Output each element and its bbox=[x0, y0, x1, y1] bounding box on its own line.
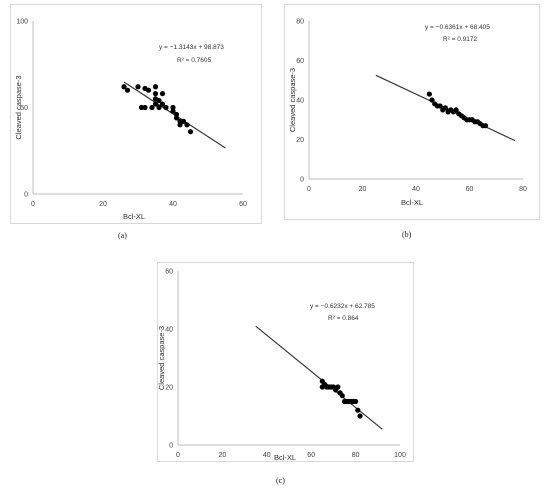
regression-equation: y = −1.3143x + 98.873 bbox=[159, 44, 224, 51]
y-axis-label: Cleaved caspase-3 bbox=[14, 75, 23, 139]
x-tick-label: 20 bbox=[219, 452, 227, 459]
x-axis-label: Bcl-XL bbox=[123, 212, 145, 221]
x-axis-label: Bcl-XL bbox=[401, 198, 423, 207]
y-tick-label: 0 bbox=[300, 177, 304, 184]
data-point bbox=[453, 107, 459, 113]
x-tick-label: 60 bbox=[307, 452, 315, 459]
data-point bbox=[121, 84, 127, 90]
y-tick-label: 60 bbox=[165, 269, 173, 276]
data-point bbox=[357, 413, 363, 419]
data-point bbox=[163, 104, 169, 111]
r-squared-label: R² = 0.9172 bbox=[443, 36, 478, 43]
data-point bbox=[159, 91, 166, 97]
data-point bbox=[353, 398, 359, 405]
x-tick-label: 0 bbox=[176, 452, 180, 459]
data-point bbox=[335, 384, 341, 390]
x-axis-label: Bcl-XL bbox=[274, 453, 296, 462]
data-point bbox=[187, 129, 194, 135]
x-tick-label: 20 bbox=[359, 186, 367, 193]
data-point bbox=[156, 97, 162, 104]
y-tick-label: 100 bbox=[16, 19, 28, 26]
y-tick-label: 20 bbox=[165, 385, 173, 392]
y-tick-label: 60 bbox=[296, 58, 304, 65]
data-point bbox=[442, 105, 449, 111]
data-point bbox=[124, 87, 131, 93]
y-tick-label: 50 bbox=[20, 105, 28, 112]
scatter-plot-c: 0 20 40 60 80 100 0 20 40 60 Bcl-XL Cleaved caspase… bbox=[157, 269, 406, 463]
data-point bbox=[159, 101, 166, 107]
data-point bbox=[145, 87, 152, 93]
data-point bbox=[429, 97, 435, 103]
data-point bbox=[152, 91, 159, 97]
chart-panel-b: 0 20 40 60 80 0 20 40 60 80 Bcl-XL Cleaved caspase-… bbox=[284, 4, 540, 220]
regression-equation: y = −0.6361x + 68.405 bbox=[425, 24, 490, 31]
scatter-plot-b: 0 20 40 60 80 0 20 40 60 80 Bcl-XL Cleaved caspase-… bbox=[288, 19, 527, 208]
x-tick-label: 80 bbox=[352, 452, 360, 459]
trendline bbox=[255, 325, 383, 430]
y-tick-label: 0 bbox=[24, 192, 28, 199]
data-point bbox=[156, 104, 162, 111]
x-tick-label: 0 bbox=[31, 201, 35, 208]
panel-caption-b: (b) bbox=[402, 230, 412, 239]
chart-panel-c: 0 20 40 60 80 100 0 20 40 60 Bcl-XL Cleaved caspase… bbox=[157, 262, 414, 462]
data-point bbox=[482, 123, 489, 129]
data-point bbox=[135, 84, 141, 90]
y-tick-label: 20 bbox=[296, 137, 304, 144]
x-tick-label: 100 bbox=[394, 452, 406, 459]
regression-equation: y = −0.6232x + 62.785 bbox=[310, 303, 375, 310]
data-point bbox=[355, 407, 361, 413]
data-point bbox=[426, 91, 432, 97]
data-point bbox=[177, 122, 183, 128]
data-point bbox=[173, 111, 180, 118]
chart-panel-a: 0 20 40 60 0 50 100 Bcl-XL Cleaved caspase-3 y = … bbox=[10, 4, 262, 224]
data-point bbox=[152, 101, 159, 107]
data-point bbox=[184, 122, 190, 128]
y-tick-label: 40 bbox=[296, 98, 304, 105]
data-point bbox=[149, 104, 155, 111]
data-point bbox=[180, 118, 187, 124]
data-point bbox=[142, 104, 148, 111]
r-squared-label: R² = 0.7605 bbox=[177, 57, 212, 64]
x-tick-label: 40 bbox=[412, 186, 420, 193]
y-tick-label: 0 bbox=[169, 443, 173, 450]
x-tick-label: 20 bbox=[99, 201, 107, 208]
x-tick-label: 80 bbox=[519, 186, 527, 193]
data-point bbox=[437, 103, 443, 109]
x-tick-label: 40 bbox=[263, 452, 271, 459]
r-squared-label: R² = 0.864 bbox=[328, 315, 359, 322]
x-tick-label: 60 bbox=[239, 201, 247, 208]
data-point bbox=[339, 393, 345, 399]
x-tick-label: 40 bbox=[169, 201, 177, 208]
panel-caption-a: (a) bbox=[118, 231, 127, 240]
y-tick-label: 40 bbox=[165, 327, 173, 334]
y-axis-label: Cleaved caspase-3 bbox=[288, 68, 297, 132]
data-point bbox=[152, 84, 159, 90]
x-tick-label: 60 bbox=[466, 186, 474, 193]
x-tick-label: 0 bbox=[307, 186, 311, 193]
scatter-plot-a: 0 20 40 60 0 50 100 Bcl-XL Cleaved caspase-3 y = … bbox=[14, 19, 247, 222]
y-tick-label: 80 bbox=[296, 19, 304, 26]
y-axis-label: Cleaved caspase-3 bbox=[157, 326, 166, 390]
panel-caption-c: (c) bbox=[276, 476, 285, 485]
data-point bbox=[170, 108, 176, 114]
